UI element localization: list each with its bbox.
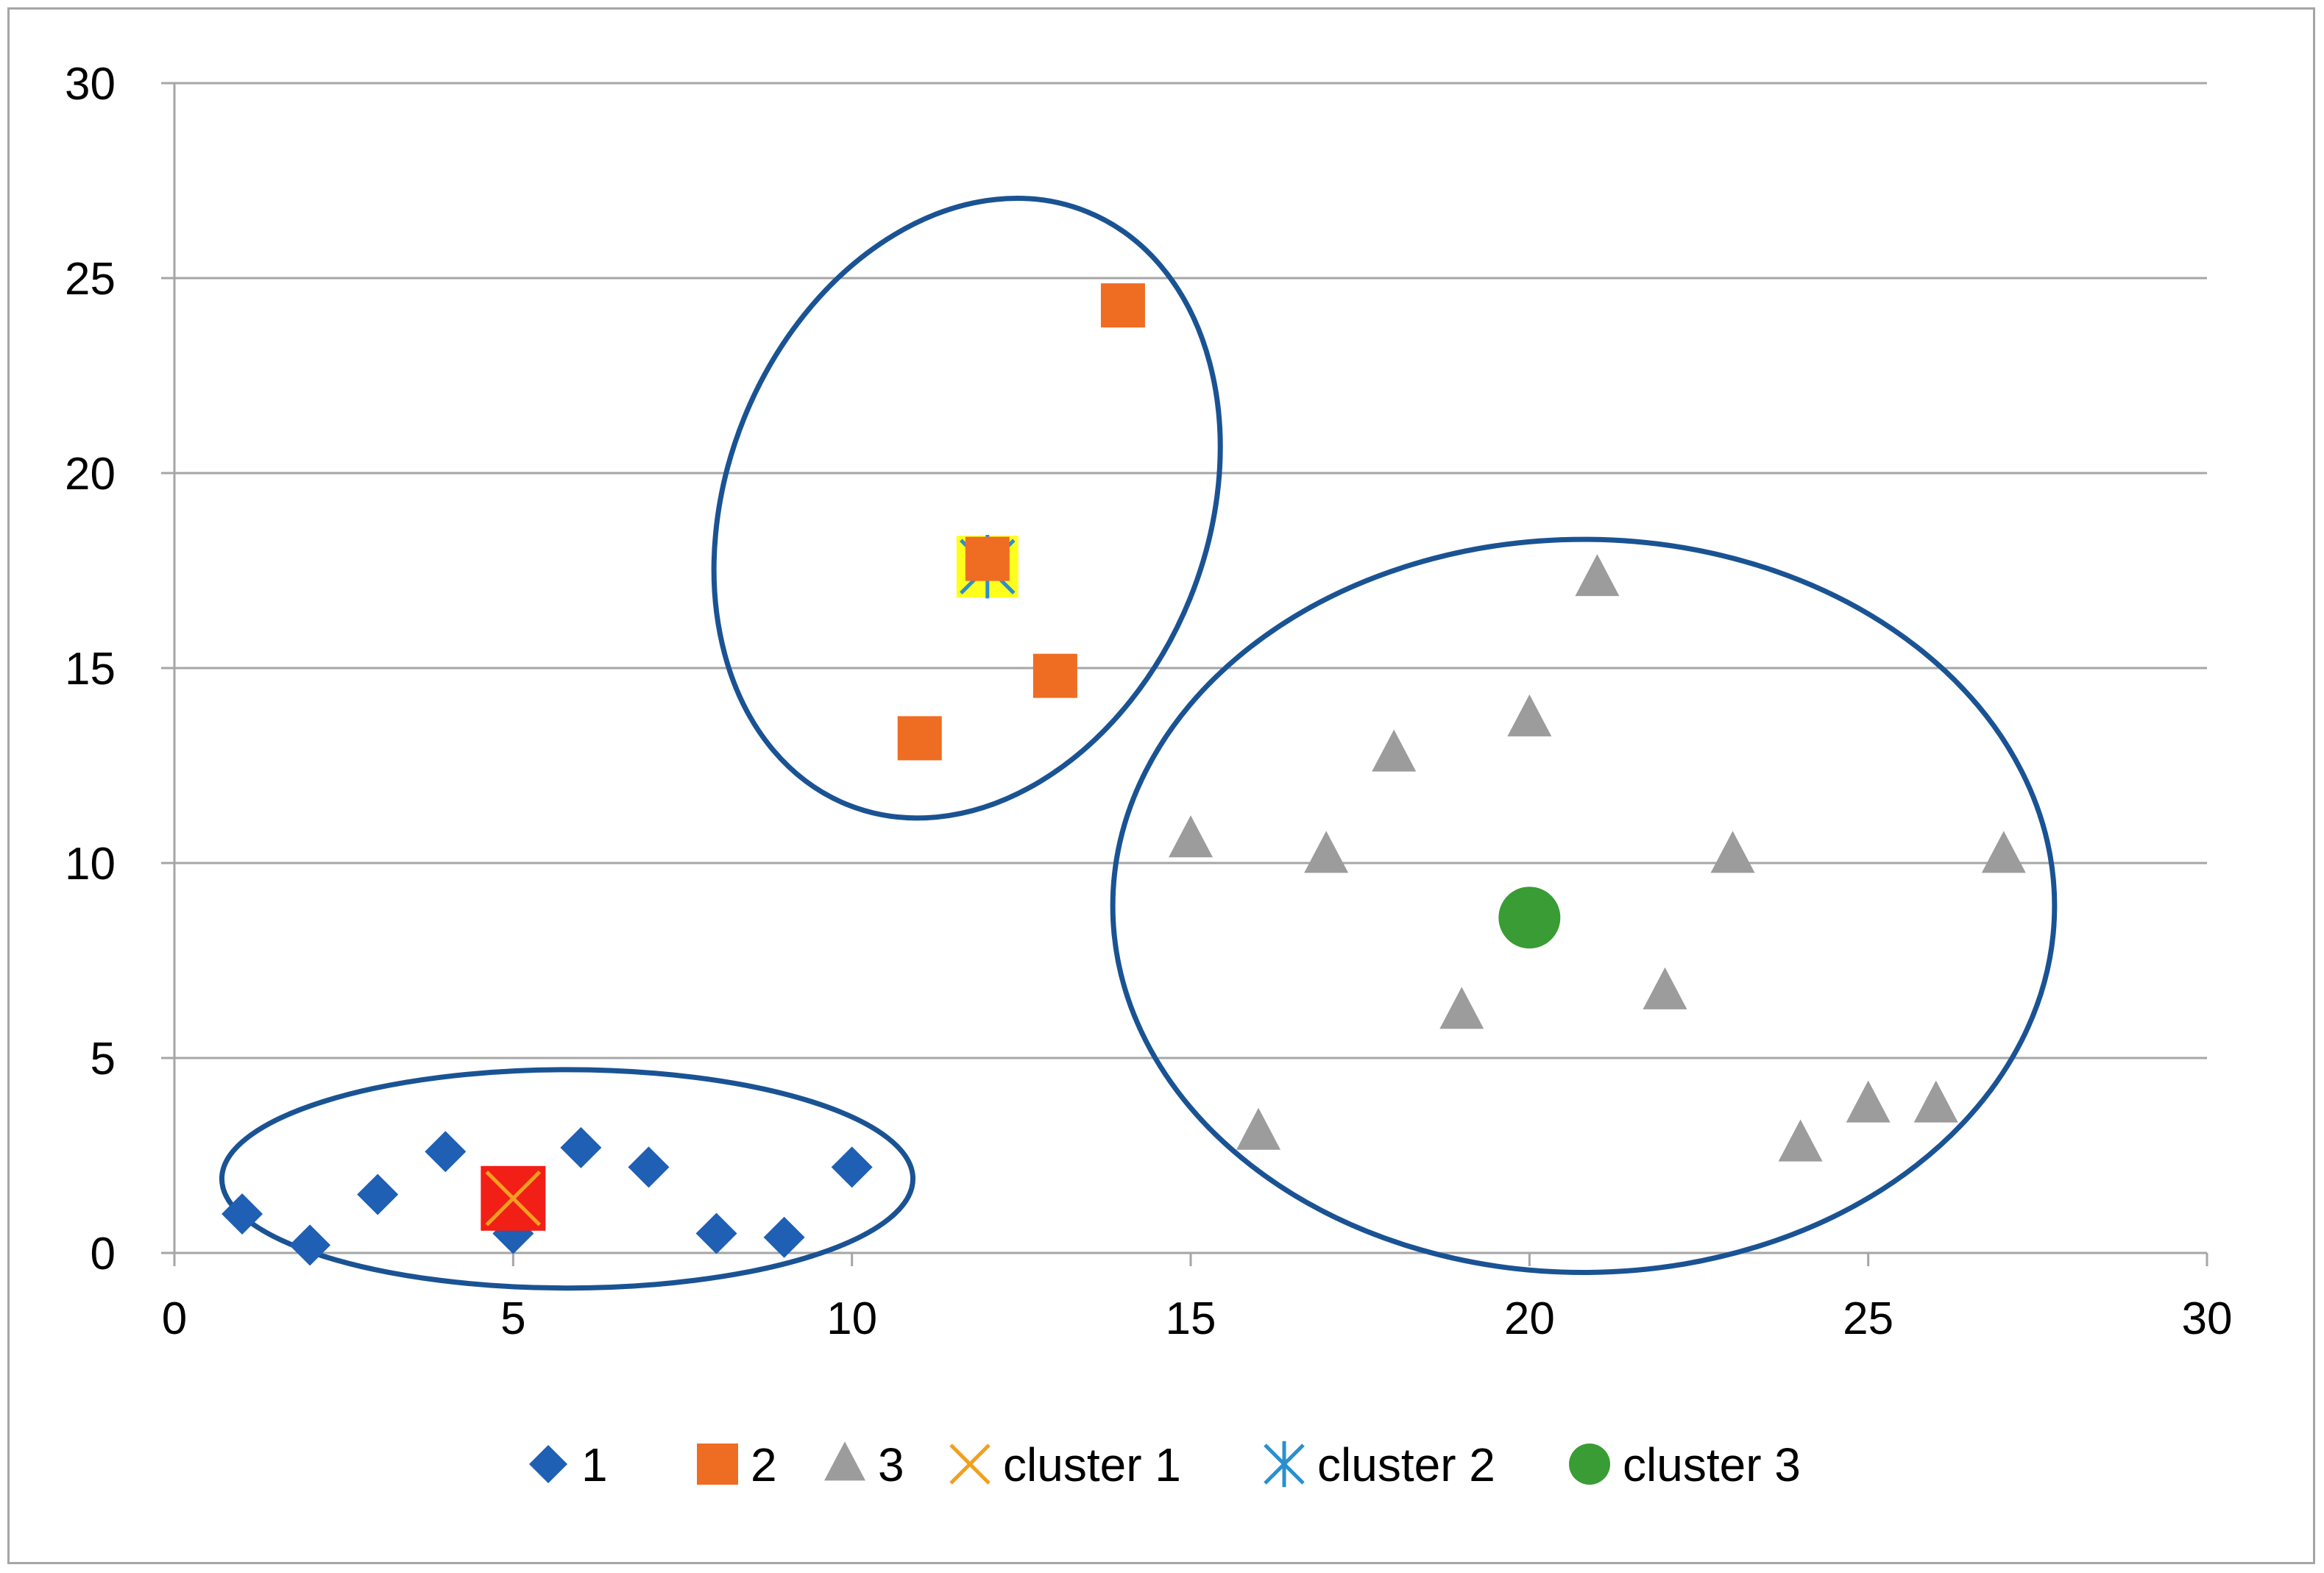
legend-item-cluster-1-marker [949,1444,991,1485]
point-series-cluster-1-1-stroke [485,1171,542,1226]
cluster-ellipse-2 [711,196,1223,821]
legend-item-2-label: 2 [751,1438,777,1491]
point-series-1-2 [289,1224,331,1266]
point-series-cluster-1-1 [485,1171,542,1226]
point-series-1-1 [222,1193,263,1235]
point-series-3-3 [1304,831,1349,873]
legend-item-3-marker [824,1441,865,1481]
y-tick-label: 15 [65,644,116,695]
x-tick-label: 30 [2182,1293,2233,1344]
legend-item-cluster-3-label: cluster 3 [1623,1438,1801,1491]
gridlines [174,82,2207,1059]
point-series-2-1 [897,716,942,761]
y-tick-label: 25 [65,254,116,305]
point-series-3-12 [1913,1080,1958,1123]
y-tick-label: 20 [65,449,116,500]
point-series-3-8 [1643,967,1687,1009]
point-series-1-6 [560,1126,602,1168]
cluster-ellipses [219,196,2058,1291]
legend-item-2-marker [697,1444,738,1485]
x-tick-label: 0 [162,1293,187,1344]
legend-item-3: 3 [824,1438,904,1491]
point-series-3-7 [1575,554,1620,597]
legend-item-1-marker [529,1445,567,1483]
legend-item-cluster-1: cluster 1 [949,1438,1181,1491]
x-tick-label: 25 [1843,1293,1893,1344]
legend-item-cluster-2-label: cluster 2 [1317,1438,1495,1491]
point-series-3-11 [1846,1080,1891,1123]
legend-item-cluster-1-marker-stroke [949,1444,991,1485]
axes [161,82,2208,1266]
legend-item-cluster-3: cluster 3 [1569,1438,1801,1491]
y-tick-label: 30 [65,59,116,110]
point-series-3-5 [1439,987,1484,1029]
y-tick-label: 10 [65,839,116,890]
point-series-1-4 [425,1131,467,1173]
point-series-3-2 [1236,1107,1281,1150]
point-series-3-9 [1710,831,1755,873]
point-series-3-13 [1981,831,2026,873]
point-series-3-10 [1778,1119,1823,1162]
legend-item-1-label: 1 [581,1438,608,1491]
point-series-3-4 [1372,729,1417,772]
data-points [222,283,2026,1266]
legend-item-cluster-3-marker [1569,1444,1610,1485]
legend-item-3-label: 3 [878,1438,904,1491]
x-tick-label: 10 [826,1293,877,1344]
legend-item-2: 2 [697,1438,777,1491]
y-tick-label: 0 [91,1229,116,1279]
y-tick-label: 5 [91,1034,116,1084]
point-series-2-overlay [965,536,1010,581]
cluster-ellipse-1 [219,1067,916,1291]
point-series-2-3 [1032,653,1077,698]
point-series-2-4 [1100,283,1145,328]
x-tick-label: 15 [1166,1293,1216,1344]
legend-item-cluster-1-label: cluster 1 [1003,1438,1181,1491]
legend-item-cluster-2: cluster 2 [1264,1438,1495,1491]
point-series-1-8 [695,1212,737,1254]
point-series-3-6 [1507,694,1552,736]
tick-labels: 0 5 10 15 20 25 30 0 5 10 15 20 25 30 [65,59,2232,1344]
point-series-3-1 [1169,815,1213,858]
point-series-cluster-3-1 [1498,887,1561,949]
x-tick-label: 20 [1504,1293,1555,1344]
point-series-1-7 [628,1146,670,1188]
legend: 1 2 3 cluster 1 cluster 2 cluster 3 [529,1438,1801,1491]
legend-item-cluster-2-marker [1264,1441,1305,1488]
point-series-1-9 [763,1216,805,1258]
point-series-1-3 [357,1173,399,1215]
cluster-ellipse-3 [1110,536,2058,1276]
point-series-1-10 [831,1146,873,1188]
legend-item-1: 1 [529,1438,608,1491]
x-tick-label: 5 [500,1293,525,1344]
